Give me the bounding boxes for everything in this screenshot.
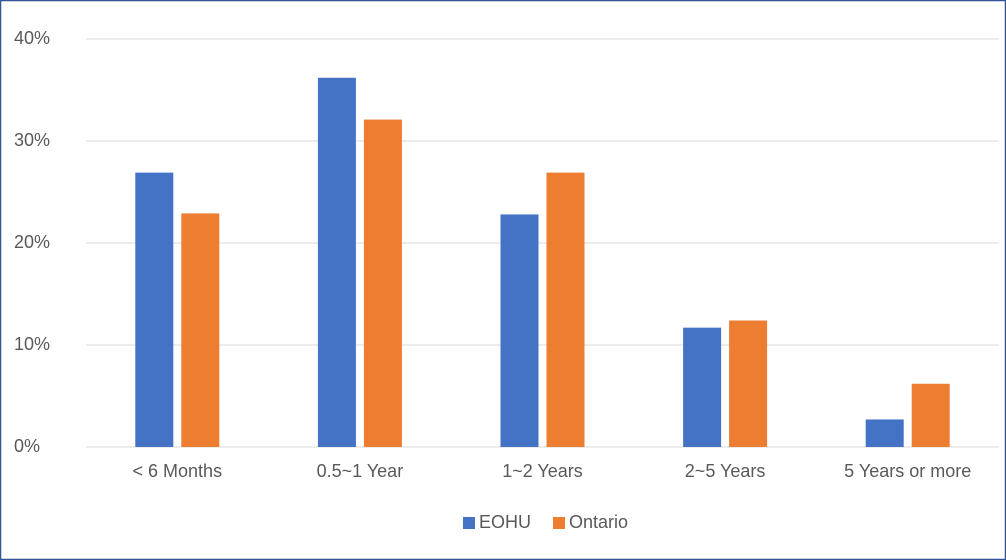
x-tick-label: 5 Years or more: [844, 461, 971, 481]
x-tick-label: 1~2 Years: [502, 461, 583, 481]
bar: [911, 383, 950, 447]
legend-swatch: [463, 517, 475, 529]
bar: [683, 327, 722, 447]
bar: [135, 172, 174, 447]
bar: [317, 77, 356, 447]
y-tick-label: 10%: [14, 334, 50, 354]
legend-swatch: [553, 517, 566, 529]
y-tick-label: 40%: [14, 28, 50, 48]
bar: [181, 213, 220, 447]
bar: [363, 119, 402, 447]
y-tick-label: 30%: [14, 130, 50, 150]
y-tick-label: 20%: [14, 232, 50, 252]
bar: [729, 320, 768, 447]
legend-label: EOHU: [479, 512, 531, 532]
x-tick-label: < 6 Months: [133, 461, 223, 481]
y-tick-label: 0%: [14, 436, 40, 456]
bar: [546, 172, 585, 447]
x-tick-label: 2~5 Years: [685, 461, 766, 481]
x-tick-label: 0.5~1 Year: [317, 461, 404, 481]
legend-label: Ontario: [569, 512, 628, 532]
bar: [865, 419, 904, 447]
bar: [500, 214, 539, 447]
